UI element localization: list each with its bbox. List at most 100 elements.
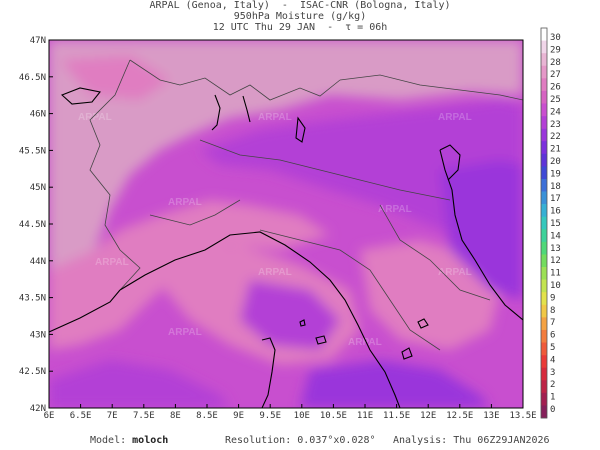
colorbar-swatch — [541, 317, 547, 331]
colorbar-label: 13 — [550, 244, 561, 254]
colorbar-swatch — [541, 355, 547, 368]
watermark: ARPAL — [258, 112, 292, 123]
moisture-low-north — [49, 40, 523, 270]
coastline-capraia — [299, 319, 306, 327]
footer-analysis-value: Thu 06Z29JAN2026 — [453, 435, 550, 446]
colorbar-label: 26 — [550, 83, 561, 93]
colorbar-swatch — [541, 241, 547, 255]
colorbar-swatch — [541, 405, 547, 419]
colorbar-swatch — [541, 153, 547, 167]
border-regions-central — [259, 229, 441, 351]
colorbar-swatch — [541, 367, 547, 381]
colorbar-label: 11 — [550, 269, 561, 279]
colorbar-label: 24 — [550, 107, 561, 117]
border-regions-west — [149, 199, 241, 226]
footer-resolution-value: 0.037°x0.028° — [297, 435, 376, 446]
colorbar-swatch — [541, 329, 547, 343]
colorbar-swatch — [541, 380, 547, 394]
colorbar-label: 2 — [550, 380, 555, 390]
x-tick-label: 13E — [483, 411, 499, 421]
lake-maggiore — [211, 94, 221, 131]
colorbar-label: 5 — [550, 343, 555, 353]
moisture-high-sea — [240, 280, 340, 350]
colorbar-label: 10 — [550, 281, 561, 291]
footer-model-value: moloch — [132, 435, 169, 446]
coastline-elba — [315, 335, 327, 345]
colorbar-label: 0 — [550, 405, 555, 415]
x-tick-label: 11E — [357, 411, 373, 421]
y-tick-label: 44N — [30, 257, 46, 267]
y-tick-label: 42.5N — [19, 367, 46, 377]
x-tick-label: 9E — [233, 411, 244, 421]
x-tick-label: 11.5E — [383, 411, 410, 421]
colorbar-frame — [540, 27, 548, 419]
colorbar-swatch — [541, 116, 547, 129]
moisture-very-high-south — [300, 360, 490, 408]
y-tick-label: 46.5N — [19, 73, 46, 83]
colorbar-swatch — [541, 204, 547, 218]
colorbar-label: 12 — [550, 256, 561, 266]
colorbar-label: 27 — [550, 70, 561, 80]
colorbar-swatch — [541, 191, 547, 205]
x-tick-label: 9.5E — [259, 411, 281, 421]
x-tick-label: 10.5E — [320, 411, 347, 421]
colorbar-swatch — [541, 90, 547, 104]
colorbar-label: 14 — [550, 231, 561, 241]
colorbar-label: 15 — [550, 219, 561, 229]
border-swiss-italy — [129, 59, 341, 101]
colorbar-label: 7 — [550, 318, 555, 328]
x-tick-label: 7E — [107, 411, 118, 421]
colorbar-swatch — [541, 78, 547, 92]
colorbar-label: 21 — [550, 145, 561, 155]
watermark: ARPAL — [348, 337, 382, 348]
header-variable: 950hPa Moisture (g/kg) — [233, 11, 367, 22]
lake-trasimeno — [417, 318, 429, 329]
colorbar-label: 8 — [550, 306, 555, 316]
border-austria-italy — [339, 74, 523, 101]
x-tick-label: 12E — [420, 411, 436, 421]
watermark: ARPAL — [378, 204, 412, 215]
colorbar-swatch — [541, 342, 547, 356]
colorbar-label: 19 — [550, 169, 561, 179]
lake-garda — [295, 116, 306, 143]
moisture-field: ARPAL ARPAL ARPAL ARPAL ARPAL ARPAL ARPA… — [49, 40, 523, 408]
colorbar-swatch — [541, 216, 547, 230]
colorbar-swatch — [541, 40, 547, 54]
colorbar-swatch — [541, 292, 547, 306]
colorbar-label: 23 — [550, 120, 561, 130]
colorbar: 3029282726252423222120191817161514131211… — [540, 27, 561, 419]
colorbar-label: 1 — [550, 393, 555, 403]
colorbar-swatch — [541, 28, 547, 41]
footer-analysis-label: Analysis: — [393, 435, 448, 446]
border-regions-north — [199, 139, 451, 201]
y-tick-label: 45N — [30, 183, 46, 193]
colorbar-label: 6 — [550, 331, 555, 341]
colorbar-swatch — [541, 392, 547, 406]
x-tick-label: 8E — [170, 411, 181, 421]
footer-resolution: Resolution: 0.037°x0.028° — [225, 435, 376, 446]
x-tick-label: 7.5E — [133, 411, 155, 421]
colorbar-label: 9 — [550, 293, 555, 303]
colorbar-swatch — [541, 141, 547, 155]
lake-geneva — [60, 87, 101, 105]
colorbar-label: 22 — [550, 132, 561, 142]
x-tick-label: 13.5E — [509, 411, 536, 421]
moisture-high-southwest — [49, 360, 230, 408]
colorbar-swatch — [541, 128, 547, 142]
moisture-mid-west — [49, 200, 330, 350]
coastline-france — [49, 289, 121, 333]
x-axis: 6E 6.5E 7E 7.5E 8E 8.5E 9E 9.5E 10E 10.5E 11E 11.5E… — [44, 404, 537, 421]
border-regions-east — [379, 204, 491, 301]
footer-analysis: Analysis: Thu 06Z29JAN2026 — [393, 435, 550, 446]
colorbar-swatch — [541, 103, 547, 117]
watermark: ARPAL — [258, 267, 292, 278]
watermark: ARPAL — [95, 257, 129, 268]
y-axis: 47N 46.5N 46N 45.5N 45N 44.5N 44N 43.5N 43N 42.5N… — [19, 36, 53, 414]
y-tick-label: 42N — [30, 404, 46, 414]
colorbar-swatch — [541, 65, 547, 79]
moisture-mid-southeast — [360, 240, 500, 350]
colorbar-swatch — [541, 279, 547, 293]
coastline-istria — [439, 144, 461, 181]
colorbar-label: 28 — [550, 58, 561, 68]
